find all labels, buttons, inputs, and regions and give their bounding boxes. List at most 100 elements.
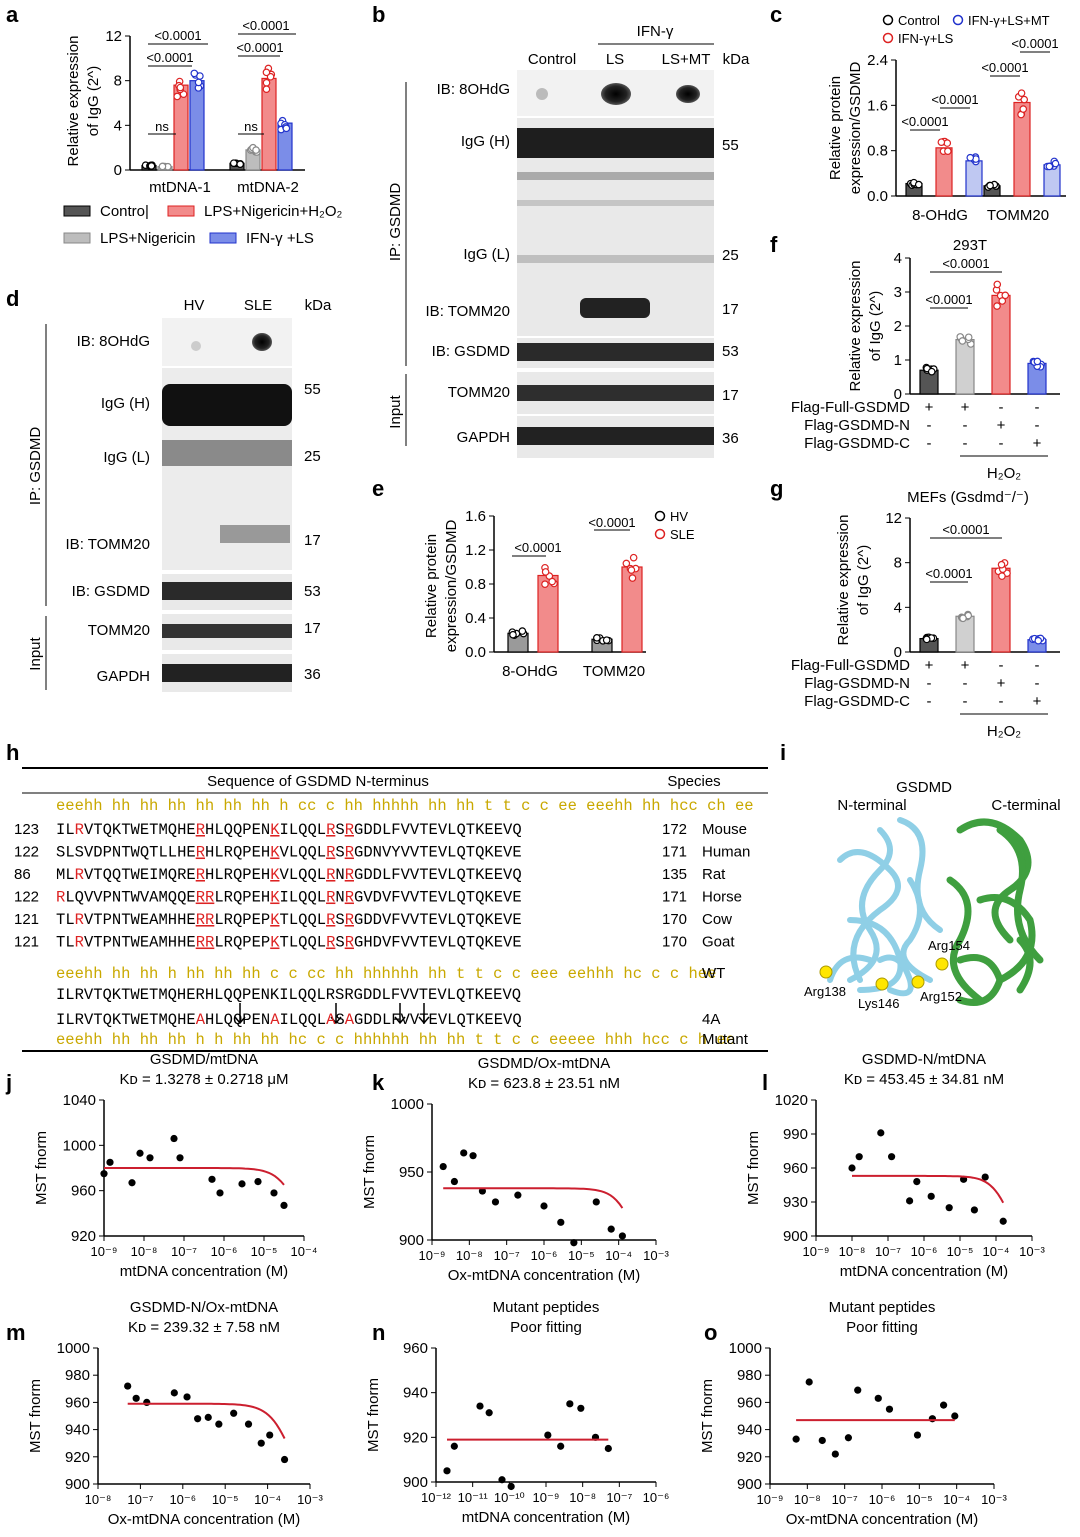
panel-letter: j xyxy=(5,1070,12,1095)
sign: - xyxy=(963,675,968,692)
data-point xyxy=(927,1192,935,1200)
data-point xyxy=(557,1442,565,1450)
y-tick-label: 960 xyxy=(783,1160,808,1177)
y-tick-label: 900 xyxy=(783,1228,808,1245)
row-label: Flag-GSDMD-N xyxy=(804,675,910,692)
x-tick-label: 10⁻⁵ xyxy=(906,1492,933,1507)
data-point xyxy=(518,627,527,635)
y-axis-label-2: of IgG (2^) xyxy=(855,545,872,615)
seq-end: 171 xyxy=(662,889,687,906)
data-point xyxy=(844,1434,853,1442)
data-point xyxy=(254,1178,262,1186)
side-label: IP: GSDMD xyxy=(27,427,44,506)
data-point xyxy=(540,1202,548,1210)
y-tick-label: 930 xyxy=(783,1194,808,1211)
data-point xyxy=(476,1402,484,1410)
legend-entry: SLE xyxy=(670,527,695,542)
data-point xyxy=(604,1444,612,1453)
data-point xyxy=(618,1232,627,1240)
data-point xyxy=(570,1239,578,1247)
x-axis-label: mtDNA concentration (M) xyxy=(840,1263,1008,1280)
y-tick-label: 1000 xyxy=(729,1340,762,1357)
panel-j-mst: j GSDMD/mtDNA Kᴅ = 1.3278 ± 0.2718 μM 920 96… xyxy=(5,1051,317,1280)
data-point xyxy=(913,1178,921,1186)
fit-curve xyxy=(852,1174,1005,1204)
lane-label: LS+MT xyxy=(662,51,711,68)
y-tick-label: 8 xyxy=(114,73,122,90)
data-point xyxy=(1033,357,1042,366)
panel-letter: l xyxy=(762,1070,768,1095)
kda-value: 17 xyxy=(722,301,739,318)
data-point xyxy=(922,635,931,644)
side-label: Input xyxy=(27,636,44,670)
data-point xyxy=(208,1175,216,1183)
row-label: IgG (L) xyxy=(103,449,150,466)
data-point xyxy=(176,83,185,92)
y-tick-label: 12 xyxy=(885,510,902,527)
sign: + xyxy=(961,657,970,674)
data-point xyxy=(229,159,238,167)
seq-start: 122 xyxy=(14,889,39,906)
kda-value: 25 xyxy=(722,247,739,264)
panel-letter: i xyxy=(780,740,786,765)
sequence: TLRVTPNTWEAMHHERRLRQPEPKTLQQLRSRGHDVFVVT… xyxy=(56,934,522,952)
data-point xyxy=(592,1198,600,1206)
data-point xyxy=(100,1170,108,1178)
sequence: RLQVVPNTWVAMQQERRLRQPEHKILQQLRNRGVDVFVVT… xyxy=(56,889,522,907)
panel-d-western-blot: d HV SLE kDa IB: 8OHdG IgG (H) IgG (L) I… xyxy=(6,286,332,692)
bar xyxy=(991,294,1011,395)
x-tick-label: 10⁻⁷ xyxy=(606,1490,632,1505)
panel-letter: e xyxy=(372,476,384,501)
sign: + xyxy=(961,399,970,416)
data-point xyxy=(885,1405,894,1413)
data-point xyxy=(993,302,1001,310)
data-point xyxy=(940,1401,948,1409)
y-tick-label: 940 xyxy=(65,1422,90,1439)
legend-entry: LPS+Nigericin+H₂O₂ xyxy=(204,203,343,220)
y-axis-label: Relative expression xyxy=(65,36,82,167)
row-label: Flag-GSDMD-C xyxy=(804,435,910,452)
legend-entry: Control xyxy=(898,13,940,28)
data-point xyxy=(627,566,636,574)
data-point xyxy=(280,1455,289,1464)
chart-subtitle: Kᴅ = 239.32 ± 7.58 nM xyxy=(128,1319,280,1336)
data-point xyxy=(959,614,967,623)
data-point xyxy=(216,1189,224,1197)
wt-sequence: ILRVTQKTWETMQHERHLQQPENKILQQLRSRGDDLFVVT… xyxy=(56,986,521,1004)
data-point xyxy=(1017,89,1026,97)
legend-entry: IFN-γ+LS xyxy=(898,31,954,46)
data-point xyxy=(450,1442,458,1450)
domain-label: C-terminal xyxy=(991,797,1060,814)
sign: - xyxy=(963,435,968,452)
x-tick-label: 10⁻³ xyxy=(297,1492,323,1507)
kda-value: 17 xyxy=(304,532,321,549)
data-point xyxy=(236,160,244,169)
row-label: Mutant xyxy=(702,1031,749,1048)
sign: - xyxy=(999,435,1004,452)
data-point xyxy=(607,1225,615,1233)
domain-label: N-terminal xyxy=(837,797,906,814)
data-point xyxy=(170,1134,178,1143)
y-tick-label: 980 xyxy=(737,1367,762,1384)
data-point xyxy=(252,146,260,154)
data-point xyxy=(928,1415,937,1423)
row-label: IB: 8OHdG xyxy=(77,333,150,350)
y-tick-label: 900 xyxy=(65,1476,90,1493)
row-label: Flag-GSDMD-C xyxy=(804,693,910,710)
data-point xyxy=(914,180,923,189)
species: Mouse xyxy=(702,821,747,838)
data-point xyxy=(854,1386,862,1394)
sign: - xyxy=(927,675,932,692)
x-tick-label: 10⁻⁷ xyxy=(127,1492,153,1507)
data-point xyxy=(128,1179,136,1187)
chart-title: 293T xyxy=(953,237,987,254)
legend-entry: IFN-γ +LS xyxy=(246,230,314,247)
x-tick-label: 10⁻³ xyxy=(643,1248,669,1263)
x-tick-label: 10⁻⁹ xyxy=(91,1244,118,1259)
data-point xyxy=(874,1394,882,1402)
y-tick-label: 2 xyxy=(894,318,902,335)
data-point xyxy=(170,1389,178,1397)
species: Rat xyxy=(702,866,726,883)
data-point xyxy=(577,1404,585,1412)
data-point xyxy=(282,124,291,133)
